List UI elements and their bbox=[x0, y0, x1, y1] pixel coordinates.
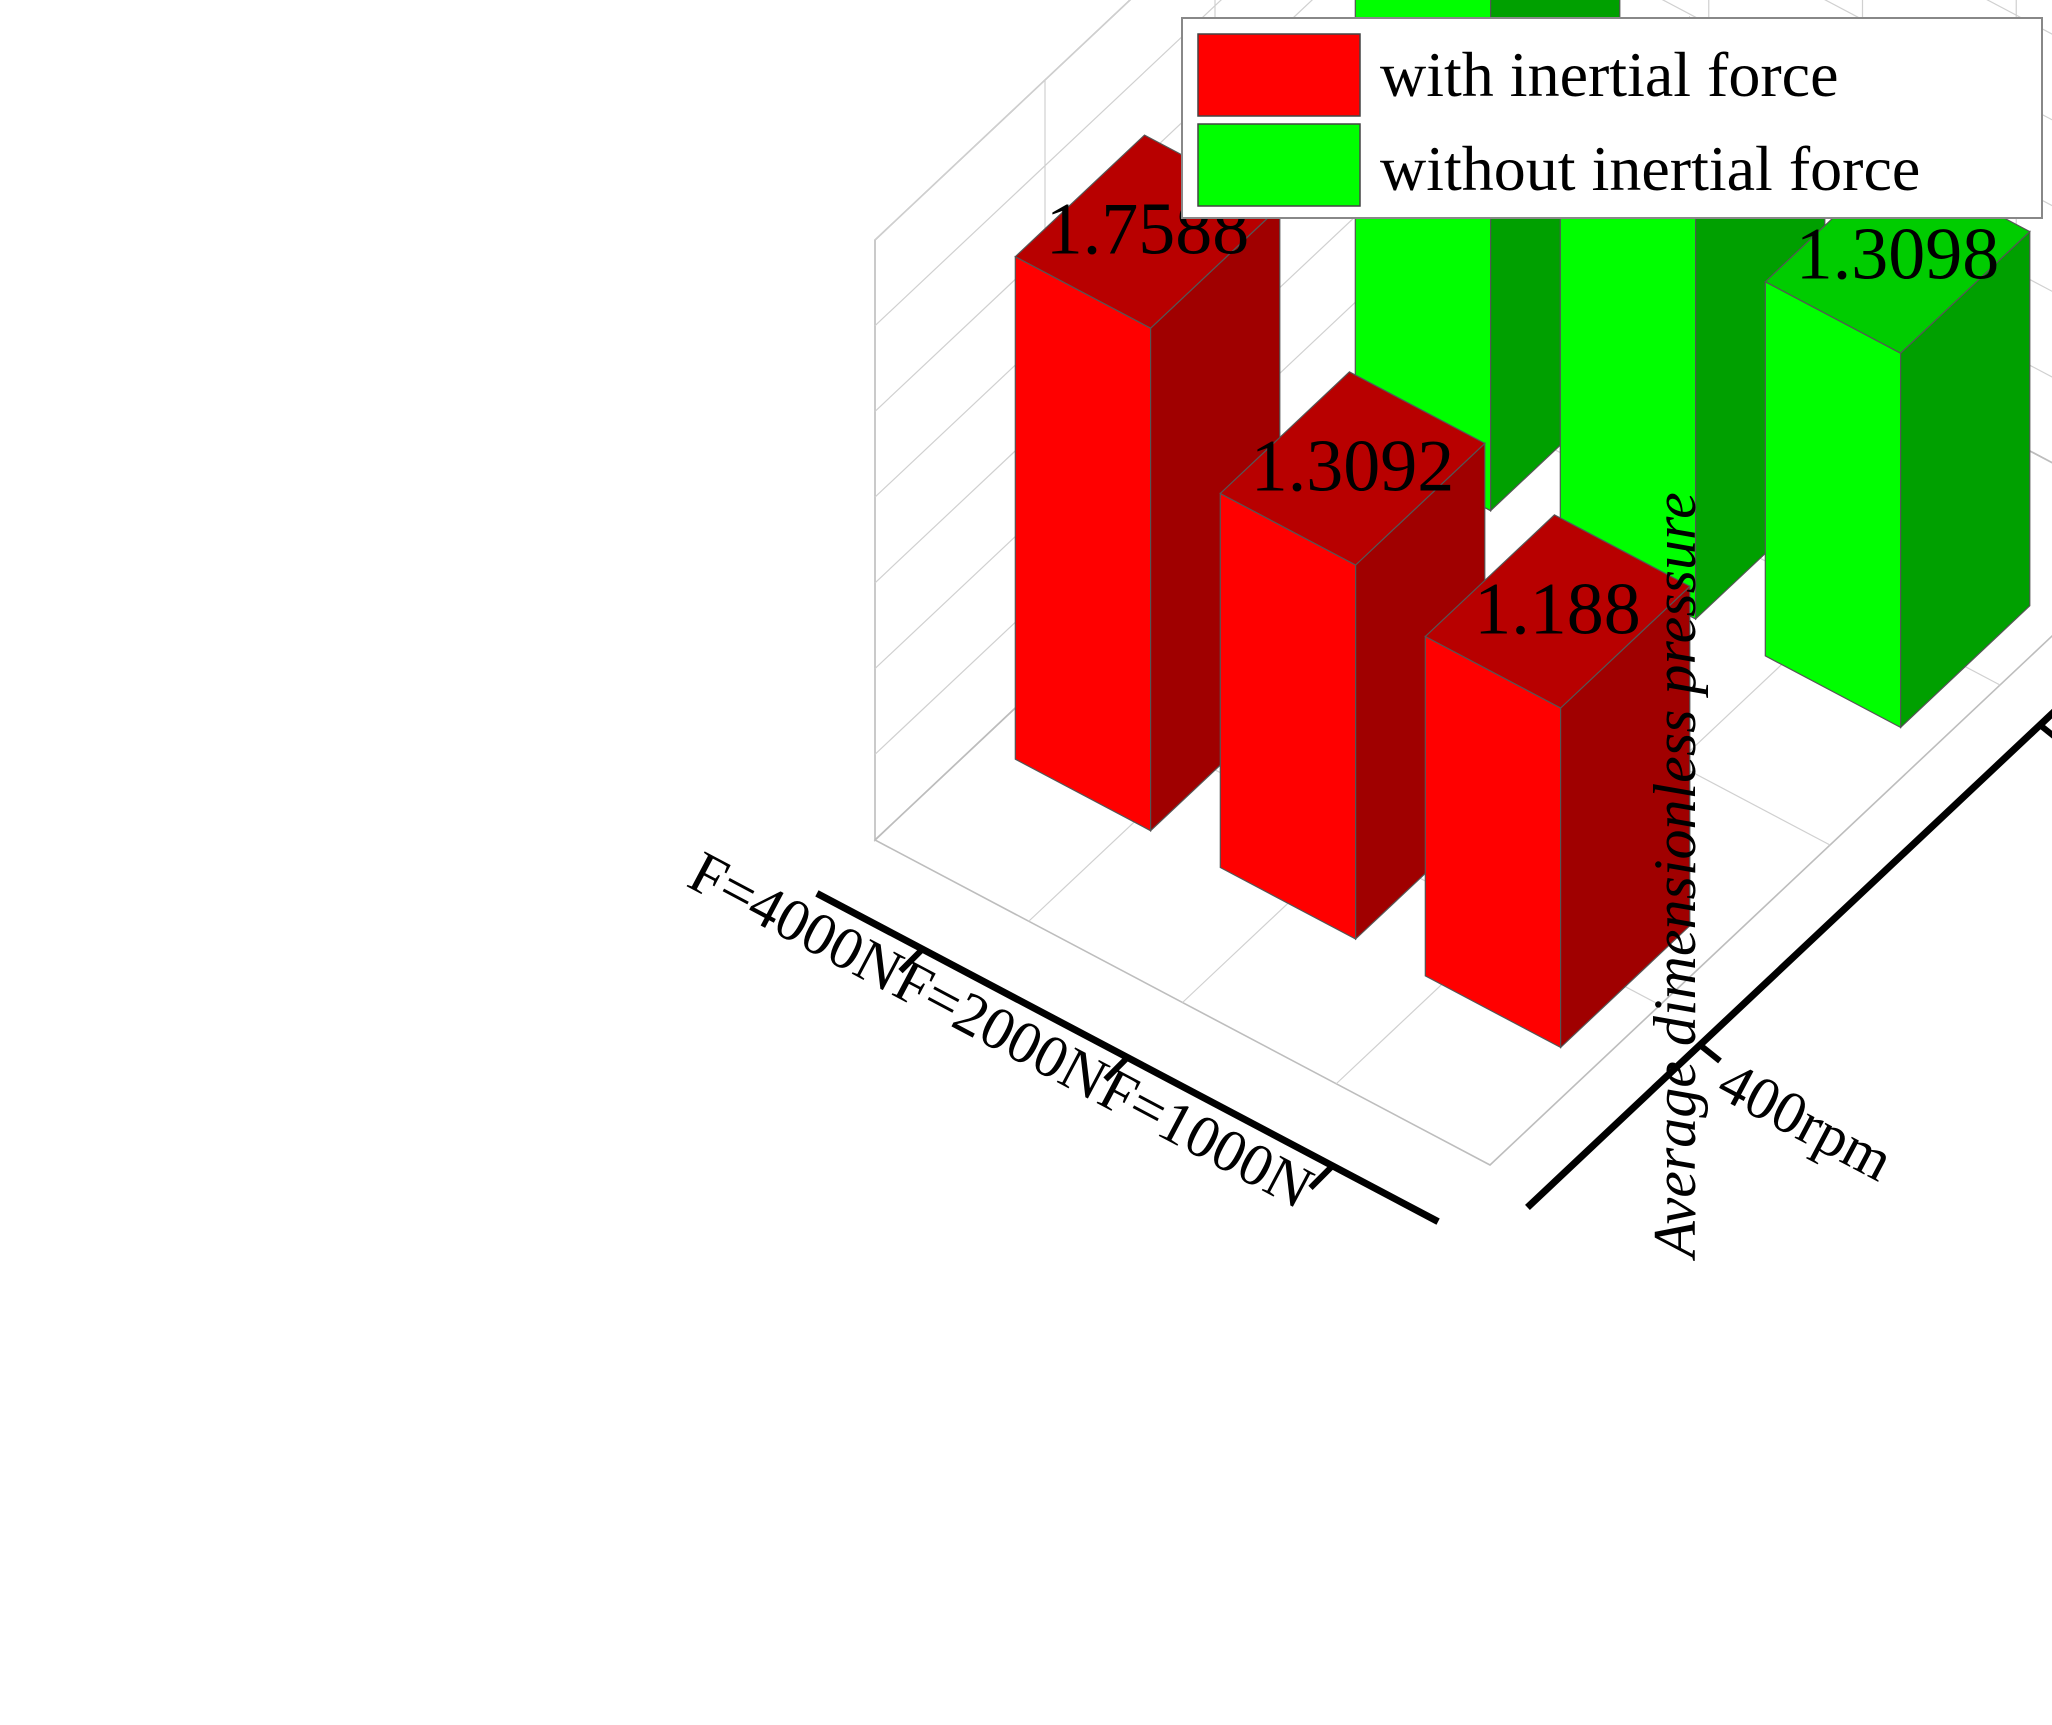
x-tick bbox=[1308, 1163, 1335, 1190]
z-gridline bbox=[874, 0, 1222, 327]
x-tick-label: F=2000N bbox=[884, 947, 1119, 1113]
x-tick-label: F=4000N bbox=[679, 838, 914, 1004]
y-tick bbox=[2038, 722, 2052, 739]
z-gridline bbox=[874, 0, 1131, 241]
data-label: 1.3098 bbox=[1796, 214, 2000, 296]
bar-face-top bbox=[1219, 371, 1486, 566]
bar-face-front bbox=[1014, 255, 1152, 832]
data-label: 1.3092 bbox=[1251, 425, 1455, 507]
legend-swatch-without-inertia bbox=[1197, 123, 1361, 207]
legend-label-without-inertia: without inertial force bbox=[1380, 133, 1920, 204]
bar-face-front bbox=[1764, 280, 1902, 729]
bar-3d: 1.188 bbox=[1424, 514, 1691, 1049]
bar-face-front bbox=[1219, 492, 1357, 940]
legend: with inertial force without inertial for… bbox=[1181, 17, 2043, 219]
y-tick-label: 400rpm bbox=[2048, 728, 2052, 874]
y-axis-line bbox=[1525, 708, 2052, 1210]
bar-face-front bbox=[1424, 635, 1562, 1049]
x-tick bbox=[898, 947, 925, 974]
legend-label-with-inertia: with inertial force bbox=[1380, 39, 1838, 110]
x-tick-label: F=1000N bbox=[1089, 1055, 1324, 1221]
bar-face-top bbox=[1424, 514, 1691, 709]
y-tick bbox=[1698, 1042, 1722, 1064]
x-tick bbox=[1103, 1055, 1130, 1082]
z-axis-title: Average dimensionless pressure bbox=[1642, 492, 1708, 1261]
bar-3d: 1.3098 bbox=[1764, 159, 2031, 729]
data-label: 1.188 bbox=[1474, 568, 1641, 650]
legend-swatch-with-inertia bbox=[1197, 33, 1361, 117]
y-tick-label: 400rpm bbox=[1708, 1048, 1904, 1194]
